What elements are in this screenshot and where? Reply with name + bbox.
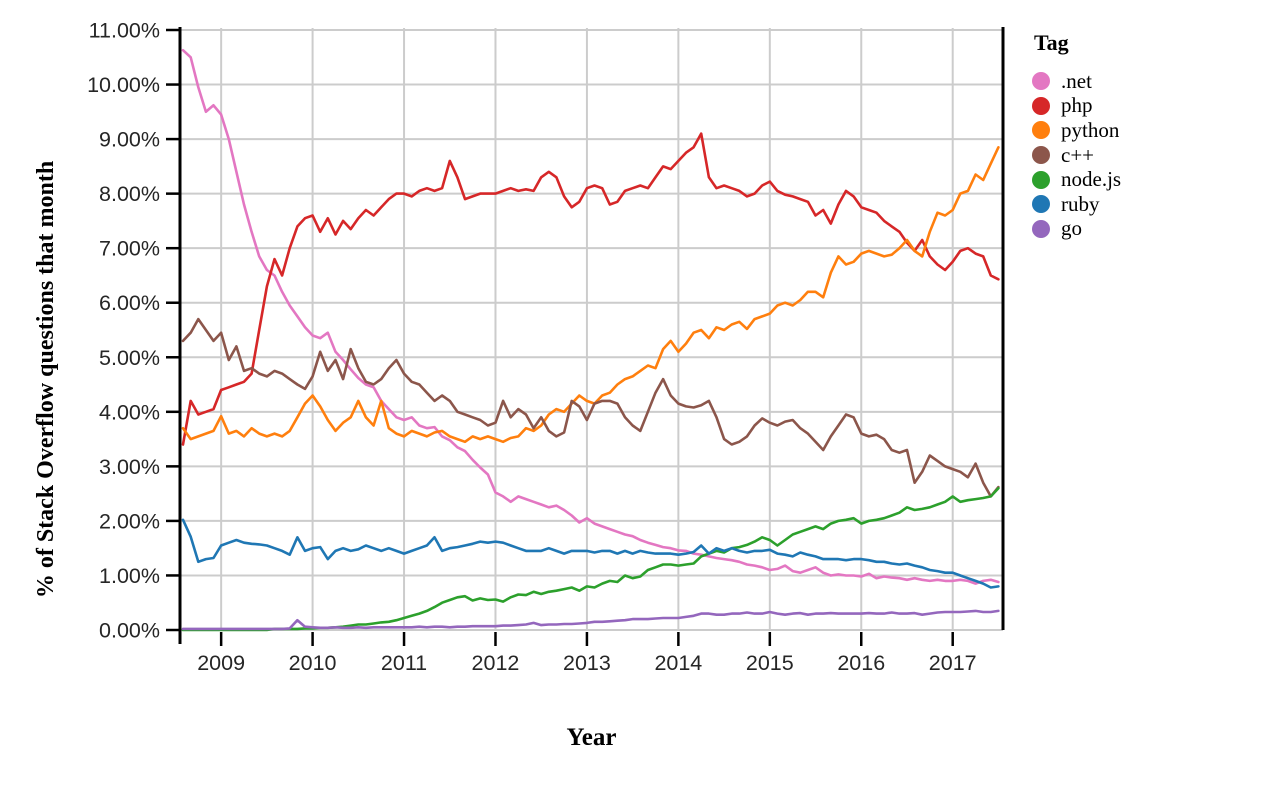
series-line-node.js [181, 486, 1000, 632]
legend-swatch-icon [1032, 121, 1050, 140]
series-line-go [181, 609, 1000, 631]
legend: Tag .net php python c++ node.js ruby go [1032, 30, 1121, 241]
legend-item-python: python [1032, 118, 1121, 143]
legend-item-c++: c++ [1032, 143, 1121, 168]
legend-label: c++ [1061, 142, 1095, 167]
x-axis-title: Year [566, 724, 617, 751]
y-tick-label: 3.00% [99, 455, 160, 479]
y-tick-label: 5.00% [99, 346, 160, 370]
series-line-c++ [181, 317, 1000, 498]
legend-label: php [1061, 93, 1093, 118]
y-tick-label: 10.00% [87, 73, 160, 97]
legend-label: python [1061, 117, 1120, 142]
x-tick-label: 2014 [654, 651, 702, 675]
y-tick-label: 7.00% [99, 237, 160, 261]
legend-items: .net php python c++ node.js ruby go [1032, 69, 1121, 241]
legend-title: Tag [1034, 30, 1069, 55]
legend-item-node.js: node.js [1032, 167, 1121, 192]
legend-item-go: go [1032, 217, 1121, 242]
series-line-ruby [181, 518, 1000, 589]
series-line-php [181, 132, 1000, 446]
legend-label: .net [1061, 68, 1092, 93]
x-tick-label: 2016 [837, 651, 885, 675]
legend-label: ruby [1061, 191, 1100, 216]
legend-swatch-icon [1032, 219, 1050, 238]
legend-swatch-icon [1032, 96, 1050, 115]
y-tick-label: 8.00% [99, 182, 160, 206]
y-tick-label: 6.00% [99, 291, 160, 315]
x-tick-label: 2013 [563, 651, 611, 675]
legend-item-php: php [1032, 94, 1121, 119]
series-line-python [181, 146, 1000, 444]
x-tick-label: 2015 [746, 651, 794, 675]
x-tick-label: 2009 [197, 651, 245, 675]
y-tick-label: 1.00% [99, 564, 160, 588]
legend-label: go [1061, 216, 1082, 241]
y-tick-label: 11.00% [89, 19, 160, 43]
legend-item-ruby: ruby [1032, 192, 1121, 217]
series-line-.net [181, 48, 1000, 585]
y-tick-label: 4.00% [99, 400, 160, 424]
legend-swatch-icon [1032, 170, 1050, 189]
legend-swatch-icon [1032, 146, 1050, 165]
x-tick-label: 2010 [289, 651, 337, 675]
y-tick-label: 9.00% [99, 128, 160, 152]
x-tick-label: 2011 [381, 651, 427, 675]
y-tick-label: 0.00% [99, 619, 160, 643]
legend-swatch-icon [1032, 72, 1050, 91]
x-tick-label: 2012 [472, 651, 520, 675]
legend-label: node.js [1061, 167, 1122, 192]
y-axis-title: % of Stack Overflow questions that month [33, 160, 59, 599]
legend-item-.net: .net [1032, 69, 1121, 94]
legend-swatch-icon [1032, 195, 1050, 214]
x-tick-label: 2017 [929, 651, 977, 675]
y-tick-label: 2.00% [99, 509, 160, 533]
